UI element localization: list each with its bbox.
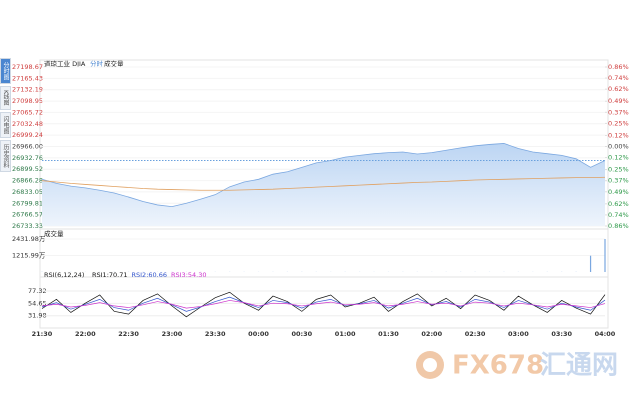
- rsi-tick-label: 54.65: [28, 299, 47, 307]
- rsi-line: [41, 291, 606, 318]
- x-tick-label: 01:00: [335, 330, 356, 338]
- y-tick-label: 26833.05: [12, 188, 43, 196]
- volume-bar: [604, 239, 606, 272]
- y2-tick-label: 0.00%: [608, 143, 629, 151]
- tab[interactable]: 分时图: [0, 58, 11, 84]
- y-tick-label: 27198.67: [12, 63, 43, 71]
- y-tick-label: 26999.24: [12, 131, 43, 139]
- rsi-title: RSI(6,12,24): [44, 271, 84, 279]
- y-tick-label: 27165.43: [12, 74, 43, 82]
- rsi-legend: RSI2:60.66: [132, 271, 168, 279]
- x-tick-label: 02:00: [421, 330, 442, 338]
- tab[interactable]: 历史资料: [0, 139, 11, 172]
- y2-tick-label: 0.25%: [608, 119, 629, 127]
- y-tick-label: 26899.52: [12, 165, 43, 173]
- x-tick-label: 21:30: [32, 330, 53, 338]
- y2-tick-label: 0.74%: [608, 211, 629, 219]
- chart-title: 道琼工业 DJIA: [44, 59, 86, 68]
- rsi-tick-label: 77.32: [28, 287, 47, 295]
- x-tick-label: 23:00: [162, 330, 183, 338]
- x-tick-label: 01:30: [378, 330, 399, 338]
- subtitle[interactable]: 分时: [90, 59, 104, 68]
- y2-tick-label: 0.25%: [608, 166, 629, 174]
- tab-bar: 分时图 K线图 闪电图 历史资料: [0, 58, 11, 174]
- y2-tick-label: 0.49%: [608, 188, 629, 196]
- price-area: [42, 143, 605, 226]
- rsi-tick-label: 31.98: [28, 312, 47, 320]
- rsi-line: [41, 296, 606, 312]
- y-tick-label: 27132.19: [12, 86, 43, 94]
- y-tick-label: 27032.48: [12, 120, 43, 128]
- tab[interactable]: 闪电图: [0, 111, 11, 138]
- y2-tick-label: 0.12%: [608, 131, 629, 139]
- y-tick-label: 27098.95: [12, 97, 43, 105]
- x-tick-label: 23:30: [205, 330, 226, 338]
- rsi-line: [41, 300, 606, 309]
- x-tick-label: 03:00: [508, 330, 529, 338]
- y2-tick-label: 0.74%: [608, 74, 629, 82]
- y2-tick-label: 0.37%: [608, 177, 629, 185]
- x-tick-label: 04:00: [595, 330, 616, 338]
- x-tick-label: 02:30: [465, 330, 486, 338]
- volume-title: 成交量: [44, 229, 64, 238]
- y2-tick-label: 0.12%: [608, 154, 629, 162]
- y-tick-label: 26766.57: [12, 211, 43, 219]
- x-tick-label: 03:30: [551, 330, 572, 338]
- volume-tick-label: 2431.98万: [12, 235, 46, 243]
- y2-tick-label: 0.49%: [608, 97, 629, 105]
- y-tick-label: 26733.33: [12, 222, 43, 230]
- x-tick-label: 22:30: [118, 330, 139, 338]
- y2-tick-label: 0.62%: [608, 200, 629, 208]
- y-tick-label: 26932.76: [12, 154, 43, 162]
- y2-tick-label: 0.86%: [608, 63, 629, 71]
- tab[interactable]: K线图: [0, 86, 11, 110]
- rsi-legend: RSI3:54.30: [171, 271, 207, 279]
- y2-tick-label: 0.86%: [608, 222, 629, 230]
- volume-bar: [589, 255, 592, 272]
- volume-tab[interactable]: 成交量: [104, 59, 124, 68]
- volume-tick-label: 1215.99万: [12, 252, 46, 260]
- series-line: [41, 143, 606, 208]
- y2-tick-label: 0.62%: [608, 85, 629, 93]
- y2-tick-label: 0.37%: [608, 108, 629, 116]
- y-tick-label: 26799.81: [12, 199, 43, 207]
- rsi-legend: RSI1:70.71: [92, 271, 128, 279]
- x-tick-label: 00:30: [291, 330, 312, 338]
- y-tick-label: 26966.00: [12, 143, 43, 151]
- watermark-brand: FX678: [452, 351, 544, 381]
- x-tick-label: 22:00: [75, 330, 96, 338]
- logo: [423, 358, 437, 372]
- watermark-name: 汇通网: [540, 351, 618, 381]
- x-tick-label: 00:00: [248, 330, 269, 338]
- frame: [39, 59, 609, 329]
- y-tick-label: 27065.72: [12, 108, 43, 116]
- y-tick-label: 26866.28: [12, 177, 43, 185]
- series-line: [41, 176, 606, 191]
